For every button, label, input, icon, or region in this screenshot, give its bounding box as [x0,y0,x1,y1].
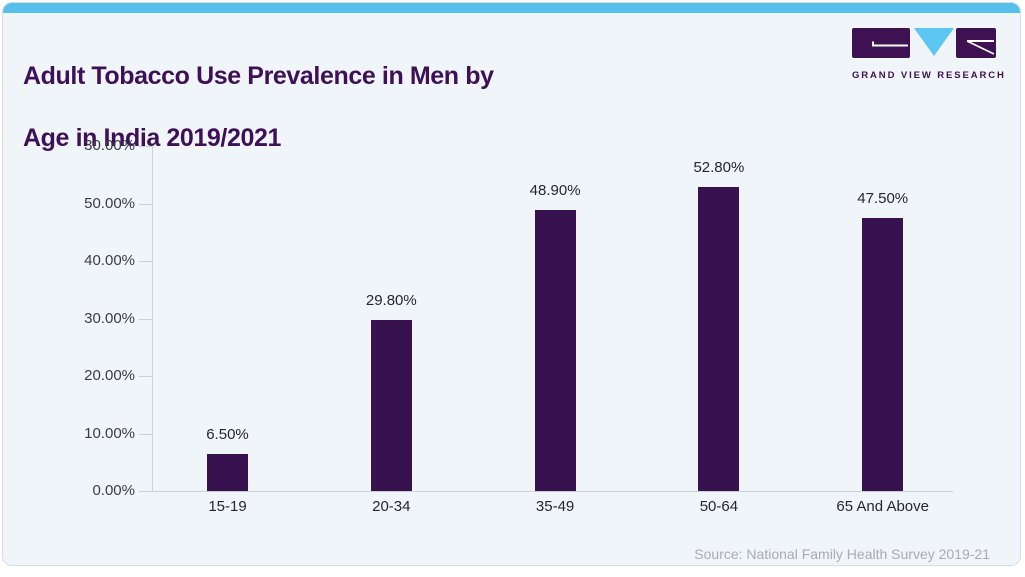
y-axis-tick [139,433,152,435]
bar-value-label: 47.50% [857,189,909,207]
y-axis-tick-label: 50.00% [84,194,135,212]
x-axis-category-label: 50-64 [699,498,739,515]
x-axis-category-label: 65 And Above [836,498,929,515]
bar [862,217,904,491]
gvr-logo-text: GRAND VIEW RESEARCH [852,70,1006,81]
y-axis-tick [139,203,152,205]
y-axis-tick [139,146,152,147]
bar [370,319,412,491]
y-axis-tick [139,261,152,262]
y-axis-tick-label: 10.00% [84,424,135,442]
page-title: Adult Tobacco Use Prevalence in Men by A… [23,30,494,154]
x-axis-category-label: 15-19 [208,498,247,515]
gvr-logo: GRAND VIEW RESEARCH [852,28,1006,81]
y-axis-tick [139,491,152,492]
x-axis-category-label: 35-49 [535,498,575,515]
bar-value-label: 48.90% [529,181,581,199]
x-axis-category-label: 20-34 [372,498,411,515]
y-axis-tick [139,318,152,320]
bar-value-label: 52.80% [693,159,745,177]
y-axis-tick-label: 30.00% [84,137,135,154]
gvr-logo-icon [852,28,996,58]
y-axis-tick-label: 40.00% [84,252,135,269]
bar [207,453,248,491]
source-note: Source: National Family Health Survey 20… [694,546,990,562]
x-axis-line [139,491,953,492]
y-axis-line [152,146,153,491]
bar [698,187,740,491]
bar-value-label: 6.50% [206,425,249,443]
y-axis-tick-label: 20.00% [84,367,135,384]
page-title-line1: Adult Tobacco Use Prevalence in Men by [23,62,494,90]
bar-value-label: 29.80% [365,291,417,309]
y-axis-tick [139,376,152,377]
chart-card: Adult Tobacco Use Prevalence in Men by A… [2,2,1021,566]
page-title-line2: Age in India 2019/2021 [23,124,281,152]
y-axis-tick-label: 30.00% [84,309,135,327]
bar [534,209,576,491]
top-accent-bar [3,3,1020,13]
y-axis-tick-label: 0.00% [92,482,135,499]
